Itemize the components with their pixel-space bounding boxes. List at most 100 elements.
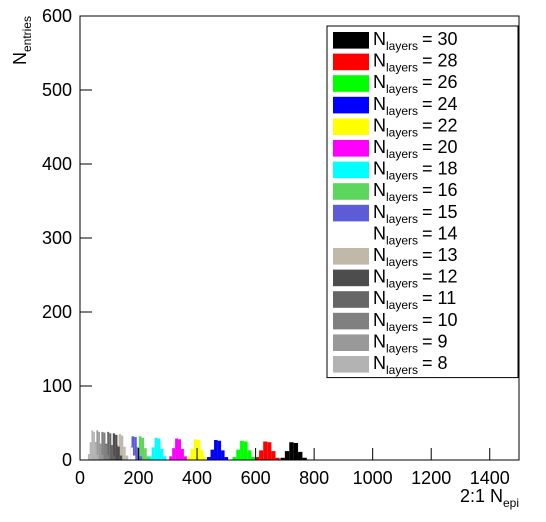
legend-label-name: = 20 <box>422 137 458 157</box>
histogram-bar <box>280 457 285 460</box>
histogram-bar <box>240 440 244 460</box>
histogram-bar <box>103 432 106 460</box>
histogram-bar <box>221 450 225 460</box>
y-tick-label: 400 <box>42 154 72 174</box>
legend-swatch <box>333 356 369 373</box>
x-tick-label: 1400 <box>470 468 510 488</box>
histogram-bar <box>224 457 229 460</box>
histogram-bar <box>180 448 184 460</box>
legend-label-main: N <box>373 115 386 135</box>
legend-label-name: = 28 <box>422 51 458 71</box>
legend-label: Nlayers = 15 <box>373 202 458 226</box>
histogram-bar <box>117 446 120 460</box>
legend-label: Nlayers = 20 <box>373 137 458 161</box>
legend-label-name: = 13 <box>422 245 458 265</box>
histogram-bar <box>190 448 194 460</box>
legend-label-name: = 14 <box>422 223 458 243</box>
histogram-bar <box>298 451 303 460</box>
legend-label-main: N <box>373 245 386 265</box>
x-tick-label: 800 <box>299 468 329 488</box>
histogram-bar <box>107 454 110 460</box>
legend-label-name: = 22 <box>422 115 458 135</box>
legend-swatch <box>333 53 369 71</box>
legend-label: Nlayers = 12 <box>373 267 458 291</box>
y-axis-title-sub: entries <box>20 16 34 52</box>
x-axis-title-main: 2:1 N <box>460 486 503 506</box>
histogram-bar <box>138 436 142 460</box>
legend-label: Nlayers = 24 <box>373 94 458 118</box>
legend-label-main: N <box>373 72 386 92</box>
histogram-bar <box>275 457 280 460</box>
legend-label: Nlayers = 13 <box>373 245 458 269</box>
legend-label-sub: layers <box>386 255 418 269</box>
legend-label-sub: layers <box>386 104 418 118</box>
histogram-bar <box>293 442 299 460</box>
legend-label-sub: layers <box>386 320 418 334</box>
histogram-bar <box>160 448 164 460</box>
legend-label-sub: layers <box>386 125 418 139</box>
legend-label-main: N <box>373 310 386 330</box>
histogram-bar <box>210 449 215 460</box>
histogram-bar <box>94 443 97 460</box>
histogram-bar <box>132 455 136 460</box>
y-tick-label: 600 <box>42 6 72 26</box>
x-tick-label: 1000 <box>353 468 393 488</box>
histogram-bar <box>214 440 218 460</box>
legend-label-main: N <box>373 223 386 243</box>
histogram-bar <box>148 456 152 460</box>
legend-swatch <box>333 183 369 200</box>
histogram-bar <box>289 442 294 460</box>
histogram-bar <box>154 437 158 460</box>
histogram-bar <box>197 440 201 460</box>
legend-swatch <box>333 312 369 330</box>
legend-label-main: N <box>373 202 386 222</box>
legend-label-sub: layers <box>386 82 418 96</box>
legend-swatch <box>333 96 369 114</box>
legend-swatch <box>333 226 369 243</box>
histogram-bar <box>120 435 124 460</box>
histogram-bar <box>200 449 204 460</box>
legend-label-main: N <box>373 288 386 308</box>
y-axis-title: Nentries <box>10 16 34 65</box>
histogram-bar <box>101 431 104 460</box>
x-tick-label: 1200 <box>411 468 451 488</box>
legend-label-name: = 11 <box>422 288 456 308</box>
x-axis-title: 2:1 Nepi <box>460 486 519 510</box>
y-axis-title-main: N <box>10 52 30 65</box>
histogram-bar <box>175 438 179 460</box>
legend-label-name: = 24 <box>422 94 458 114</box>
histogram-bar <box>93 431 95 460</box>
y-tick-label: 500 <box>42 80 72 100</box>
histogram-bar <box>96 430 99 460</box>
histogram-bar <box>128 436 131 460</box>
histogram-bar <box>267 442 272 460</box>
legend-label-name: = 8 <box>422 353 448 373</box>
y-tick-label: 300 <box>42 228 72 248</box>
legend-label: Nlayers = 22 <box>373 115 458 139</box>
histogram-bar <box>112 433 116 460</box>
histogram-bar <box>105 445 108 460</box>
histogram-bar <box>271 451 276 460</box>
legend-swatch <box>333 32 369 49</box>
histogram-bar <box>203 457 207 460</box>
legend-label-name: = 16 <box>422 180 458 200</box>
histogram-bar <box>207 457 211 460</box>
legend-label: Nlayers = 26 <box>373 72 458 96</box>
legend-label-main: N <box>373 159 386 179</box>
histogram-bar <box>169 456 173 460</box>
y-tick-label: 0 <box>62 450 72 470</box>
histogram-bar <box>263 441 268 460</box>
histogram-bar <box>89 442 92 460</box>
histogram-bar <box>134 437 137 460</box>
histogram-bar <box>115 434 118 460</box>
legend-label-name: = 10 <box>422 310 458 330</box>
histogram-bar <box>107 431 110 460</box>
legend-label-name: = 26 <box>422 72 458 92</box>
legend-swatch <box>333 204 369 222</box>
histogram-bar <box>109 433 112 460</box>
legend-label-sub: layers <box>386 190 418 204</box>
histogram-bar <box>236 449 241 460</box>
x-axis-title-sub: epi <box>503 496 519 510</box>
histogram-bar <box>119 455 123 460</box>
histogram-bar <box>284 451 290 460</box>
